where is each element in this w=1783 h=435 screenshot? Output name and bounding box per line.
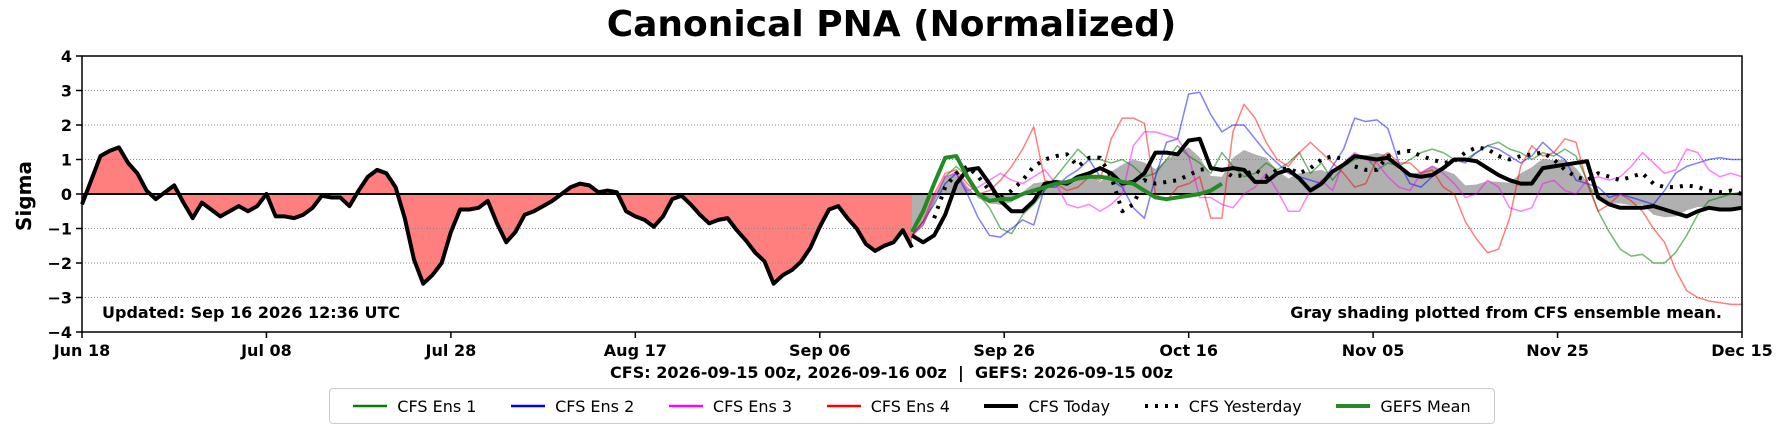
series-lines <box>80 91 1743 306</box>
updated-annotation: Updated: Sep 16 2026 12:36 UTC <box>102 303 400 322</box>
ensemble-mean-area <box>912 147 1742 236</box>
chart-title: Canonical PNA (Normalized) <box>606 4 1177 45</box>
legend-swatch <box>511 404 546 408</box>
y-tick-label: 1 <box>61 151 72 170</box>
observed-area <box>82 147 912 284</box>
legend-swatch <box>1144 404 1179 408</box>
y-tick-label: −4 <box>47 323 72 342</box>
legend-swatch <box>826 404 861 408</box>
observed-line <box>80 145 914 286</box>
legend-item: CFS Ens 4 <box>826 396 950 416</box>
legend-swatch <box>984 404 1019 408</box>
legend-swatch <box>353 404 388 408</box>
series-line-cfs-ens-3 <box>911 131 1743 236</box>
legend-swatch <box>668 404 703 408</box>
x-tick-label: Sep 06 <box>789 341 851 360</box>
x-tick-label: Jul 28 <box>425 341 477 360</box>
x-tick-label: Nov 25 <box>1526 341 1589 360</box>
y-tick-label: 2 <box>61 116 72 135</box>
x-tick-label: Sep 26 <box>973 341 1035 360</box>
legend-item: GEFS Mean <box>1336 396 1471 416</box>
x-tick-label: Jul 08 <box>240 341 292 360</box>
legend-label: CFS Yesterday <box>1188 396 1302 416</box>
x-tick-label: Dec 15 <box>1711 341 1772 360</box>
legend-item: CFS Ens 3 <box>668 396 793 416</box>
legend-swatch <box>1336 404 1371 408</box>
y-tick-label: −3 <box>47 289 72 308</box>
legend-label: CFS Ens 4 <box>870 396 950 416</box>
fill-layer <box>82 147 1742 284</box>
shading-note-annotation: Gray shading plotted from CFS ensemble m… <box>1290 303 1722 322</box>
series-line-cfs-ens-4 <box>911 103 1742 306</box>
y-tick-label: 3 <box>61 82 72 101</box>
legend-label: CFS Ens 2 <box>555 396 635 416</box>
legend-label: CFS Today <box>1028 396 1111 416</box>
x-tick-label: Aug 17 <box>604 341 667 360</box>
legend-item: CFS Today <box>984 397 1110 416</box>
series-line-gefs-mean <box>910 154 1223 233</box>
x-tick-label: Nov 05 <box>1342 341 1405 360</box>
legend-item: CFS Ens 1 <box>353 397 476 416</box>
series-line-cfs-yesterday <box>932 145 1743 219</box>
series-line-cfs-today <box>910 136 1743 245</box>
legend-label: GEFS Mean <box>1380 396 1471 416</box>
y-tick-label: 0 <box>61 185 72 204</box>
legend-label: CFS Ens 3 <box>712 396 793 416</box>
y-tick-label: −2 <box>47 254 72 273</box>
x-tick-label: Oct 16 <box>1159 341 1218 360</box>
model-runs-label: CFS: 2026-09-15 00z, 2026-09-16 00z | GE… <box>610 363 1173 382</box>
y-tick-label: −1 <box>47 220 72 239</box>
y-tick-label: 4 <box>61 47 72 66</box>
legend-item: CFS Yesterday <box>1144 396 1302 416</box>
grid-lines <box>82 90 1742 298</box>
legend-item: CFS Ens 2 <box>511 397 634 416</box>
series-line-cfs-ens-2 <box>911 91 1742 238</box>
x-tick-label: Jun 18 <box>53 341 111 360</box>
legend-label: CFS Ens 1 <box>397 396 477 416</box>
legend: CFS Ens 1 CFS Ens 2 CFS Ens 3 CFS Ens 4 CFS … <box>329 388 1495 424</box>
